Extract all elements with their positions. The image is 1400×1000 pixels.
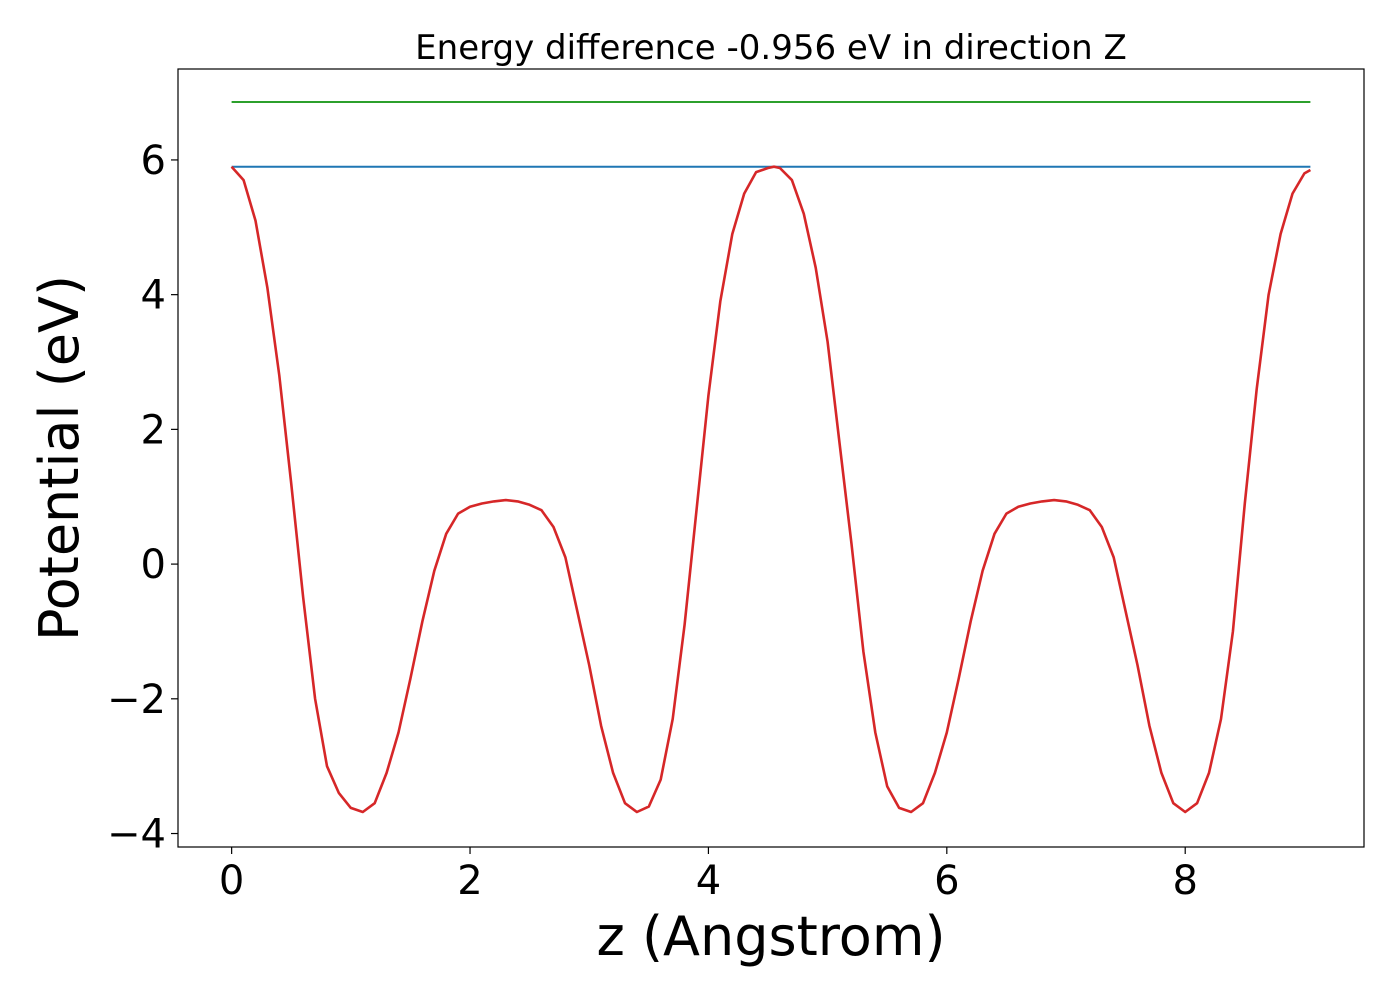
y-tick-label: −4 xyxy=(107,812,166,858)
y-tick-label: 4 xyxy=(141,273,166,319)
series-layer xyxy=(230,101,1312,814)
plot-frame xyxy=(177,68,1365,848)
y-tick-label: 2 xyxy=(141,407,166,453)
x-tick-label: 6 xyxy=(934,858,959,904)
x-tick-label: 8 xyxy=(1172,858,1197,904)
x-tick-label: 0 xyxy=(219,858,244,904)
chart-title: Energy difference -0.956 eV in direction… xyxy=(415,28,1127,68)
y-axis-label: Potential (eV) xyxy=(28,275,91,641)
x-tick-label: 4 xyxy=(696,858,721,904)
series-line-0 xyxy=(230,165,1312,814)
x-axis-ticks: 0 2 4 6 8 xyxy=(219,847,1198,904)
y-axis-ticks: −4 −2 0 2 4 6 xyxy=(107,138,178,858)
y-tick-label: 0 xyxy=(141,542,166,588)
x-tick-label: 2 xyxy=(457,858,482,904)
x-axis-label: z (Angstrom) xyxy=(596,905,945,968)
y-tick-label: −2 xyxy=(107,677,166,723)
y-tick-label: 6 xyxy=(141,138,166,184)
